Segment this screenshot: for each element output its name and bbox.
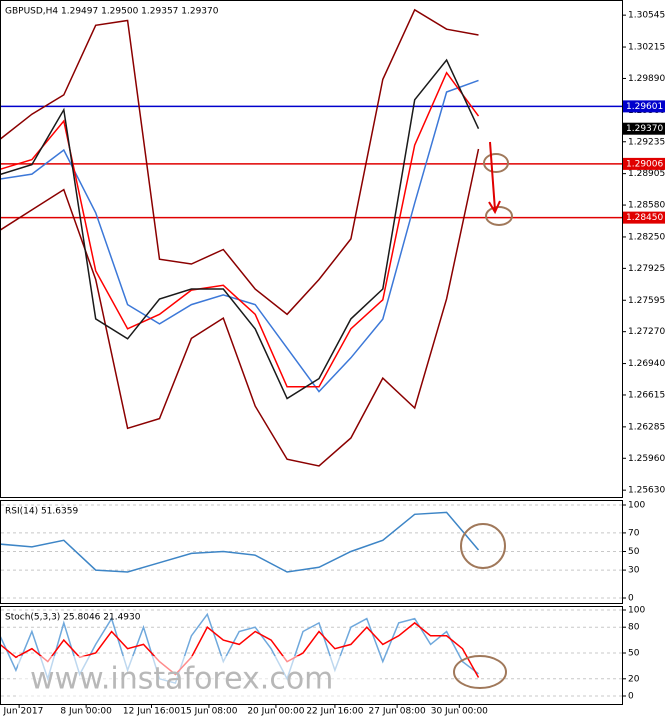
- level-label: 1.29370: [626, 124, 663, 134]
- level-label: 1.29006: [626, 159, 663, 169]
- main-panel: [0, 0, 623, 498]
- level-label-box: [623, 211, 665, 224]
- x-tick-label: 22 Jun 16:00: [306, 707, 363, 717]
- y-tick-label: 1.29890: [628, 74, 665, 84]
- annotation-circle: [485, 206, 513, 226]
- y-tick-label: 50: [628, 649, 640, 659]
- level-label: 1.28450: [626, 213, 663, 223]
- y-tick-label: 70: [628, 528, 640, 538]
- x-tick-label: 5 Jun 2017: [0, 707, 43, 717]
- y-tick-label: 80: [628, 623, 640, 633]
- y-tick-label: 100: [628, 501, 645, 511]
- y-tick-label: 1.28250: [628, 232, 665, 242]
- y-tick-label: 1.28905: [628, 169, 665, 179]
- series-line: [1, 511, 480, 573]
- x-tick-label: 30 Jun 00:00: [431, 707, 488, 717]
- panel: 100 80 50 20 0 Stoch(5,3,3) 25.8046 21.4930 5 …: [0, 606, 645, 717]
- y-tick-label: 50: [628, 547, 640, 557]
- series-line: [1, 8, 479, 316]
- y-tick-label: 1.29235: [628, 137, 665, 147]
- annotation-circle: [453, 655, 507, 689]
- panel-title: RSI(14) 51.6359: [5, 507, 78, 517]
- series-line: [1, 71, 480, 388]
- panel: 1.305451.302151.298901.295601.292351.289…: [1, 7, 665, 496]
- y-tick-label: 1.28580: [628, 201, 665, 211]
- y-tick-label: 1.30545: [628, 11, 665, 21]
- y-tick-label: 1.27270: [628, 327, 665, 337]
- y-tick-label: 1.26940: [628, 359, 665, 369]
- y-tick-label: 1.27595: [628, 296, 665, 306]
- annotation-circle: [460, 523, 506, 569]
- x-tick-label: 15 Jun 08:00: [180, 707, 237, 717]
- panel-title: Stoch(5,3,3) 25.8046 21.4930: [5, 613, 141, 623]
- series-line: [1, 148, 480, 467]
- y-tick-label: 1.25960: [628, 454, 665, 464]
- x-tick-label: 27 Jun 08:00: [369, 707, 426, 717]
- y-tick-label: 100: [628, 606, 645, 616]
- panel: 100 70 50 30 0 RSI(14) 51.6359: [1, 501, 645, 604]
- y-tick-label: 1.26285: [628, 422, 665, 432]
- series-line: [1, 58, 480, 400]
- y-tick-label: 0: [628, 594, 634, 604]
- x-tick-label: 8 Jun 00:00: [60, 707, 112, 717]
- level-label-box: [623, 157, 665, 170]
- watermark-box: [18, 656, 380, 700]
- y-tick-label: 20: [628, 674, 640, 684]
- y-tick-label: 1.25630: [628, 486, 665, 496]
- annotation-arrow: [488, 141, 501, 215]
- x-tick-label: 20 Jun 00:00: [247, 707, 304, 717]
- y-tick-label: 1.30215: [628, 43, 665, 53]
- y-tick-label: 1.26615: [628, 390, 665, 400]
- x-tick-label: 12 Jun 16:00: [123, 707, 180, 717]
- watermark: www.instaforex.com: [30, 662, 333, 697]
- level-label-box: [623, 100, 665, 113]
- y-tick-label: 30: [628, 566, 640, 576]
- panel-title: GBPUSD,H4 1.29497 1.29500 1.29357 1.2937…: [5, 7, 219, 17]
- y-tick-label: 0: [628, 692, 634, 702]
- y-tick-label: 1.27925: [628, 264, 665, 274]
- plot-layer: 1.305451.302151.298901.295601.292351.289…: [0, 7, 665, 717]
- level-label-box: [623, 122, 665, 135]
- annotation-circle: [483, 153, 509, 173]
- level-label: 1.29601: [626, 102, 663, 112]
